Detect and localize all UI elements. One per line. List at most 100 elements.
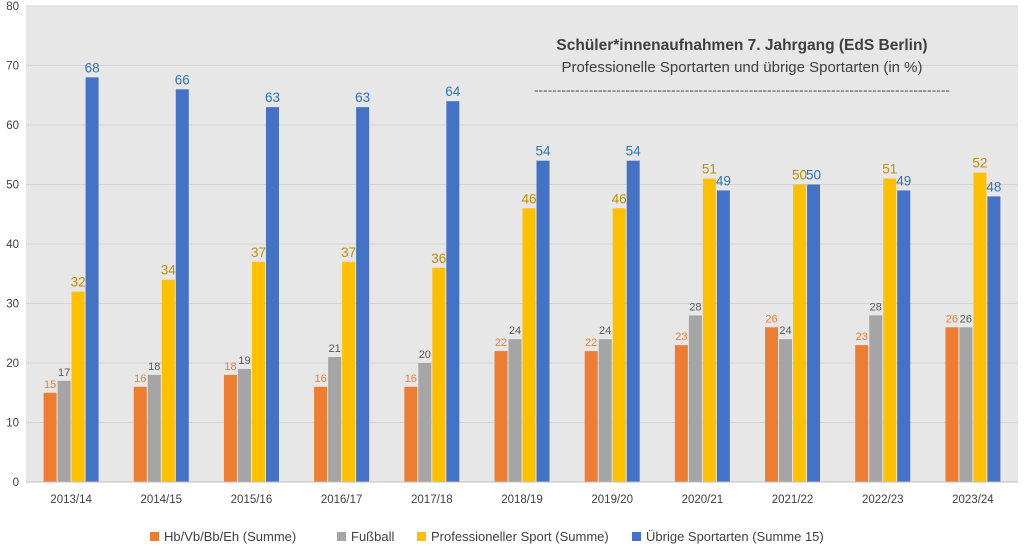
bar: [807, 184, 821, 482]
data-label: 64: [445, 84, 461, 99]
data-label: 46: [612, 191, 627, 206]
bar: [161, 279, 175, 482]
legend-swatch: [150, 532, 159, 541]
bar: [702, 178, 716, 483]
bar: [251, 261, 265, 482]
data-label: 26: [960, 313, 972, 325]
data-label: 21: [329, 343, 341, 355]
y-axis-ticks: 0 10 20 30 40 50 60 70 80: [6, 1, 19, 489]
data-label: 49: [716, 173, 731, 188]
bar: [314, 386, 328, 482]
data-label: 18: [148, 361, 160, 373]
bar: [598, 339, 612, 482]
bar: [855, 345, 869, 482]
bar: [71, 291, 85, 482]
data-label: 23: [675, 331, 687, 343]
chart-subtitle: Professionelle Sportarten und übrige Spo…: [561, 59, 922, 76]
bar: [536, 160, 550, 482]
data-label: 24: [599, 325, 611, 337]
data-label: 26: [765, 313, 777, 325]
y-tick-label: 20: [6, 358, 19, 370]
data-label: 63: [265, 90, 280, 105]
y-tick-label: 50: [6, 180, 19, 192]
x-tick-label: 2017/18: [411, 494, 453, 506]
bar: [716, 190, 730, 482]
x-axis-ticks: 2013/14 2014/15 2015/16 2016/17 2017/18 2018/…: [50, 494, 994, 506]
data-label: 20: [419, 349, 431, 361]
bar: [133, 386, 147, 482]
bar: [237, 368, 251, 482]
bar: [945, 327, 959, 482]
data-label: 16: [315, 373, 327, 385]
bar: [265, 107, 279, 483]
data-label: 18: [224, 361, 236, 373]
data-label: 54: [535, 144, 551, 159]
bar: [522, 208, 536, 483]
data-label: 26: [946, 313, 958, 325]
data-label: 37: [341, 245, 356, 260]
data-label: 37: [251, 245, 266, 260]
x-tick-label: 2019/20: [591, 494, 633, 506]
data-label: 68: [85, 60, 100, 75]
data-label: 46: [521, 191, 536, 206]
data-label: 34: [161, 263, 177, 278]
y-tick-label: 0: [13, 477, 19, 489]
bar: [57, 380, 71, 482]
data-label: 28: [689, 301, 701, 313]
bar: [779, 339, 793, 482]
x-tick-label: 2016/17: [321, 494, 363, 506]
data-label: 54: [626, 144, 642, 159]
legend-swatch: [417, 532, 426, 541]
data-label: 24: [779, 325, 791, 337]
bar: [356, 107, 370, 483]
data-label: 50: [806, 168, 821, 183]
bar: [987, 196, 1001, 482]
bar: [175, 89, 189, 483]
legend-label: Übrige Sportarten (Summe 15): [646, 529, 824, 544]
data-label: 22: [585, 337, 597, 349]
title-divider: ----------------------------------------…: [534, 83, 950, 97]
x-tick-label: 2020/21: [682, 494, 724, 506]
data-label: 19: [238, 355, 250, 367]
data-label: 51: [702, 162, 717, 177]
y-tick-label: 40: [6, 239, 19, 251]
legend-label: Hb/Vb/Bb/Eh (Summe): [164, 529, 296, 544]
legend: Hb/Vb/Bb/Eh (Summe) Fußball Professionelle…: [150, 529, 824, 544]
legend-swatch: [337, 532, 346, 541]
data-label: 36: [431, 251, 446, 266]
bars: [43, 77, 1001, 483]
data-label: 32: [71, 275, 86, 290]
y-tick-label: 10: [6, 418, 19, 430]
bar: [626, 160, 640, 482]
data-label: 52: [972, 156, 987, 171]
bar: [432, 267, 446, 482]
bar: [584, 351, 598, 482]
y-tick-label: 70: [6, 61, 19, 73]
bar: [418, 363, 432, 482]
y-tick-label: 30: [6, 299, 19, 311]
x-tick-label: 2015/16: [231, 494, 273, 506]
bar: [612, 208, 626, 483]
data-label: 15: [44, 379, 56, 391]
bar: [793, 184, 807, 482]
bar: [43, 392, 57, 482]
data-label: 23: [856, 331, 868, 343]
bar: [147, 374, 161, 482]
bar: [973, 172, 987, 482]
data-label: 50: [792, 168, 807, 183]
bar: [223, 374, 237, 482]
data-label: 51: [882, 162, 897, 177]
data-label: 28: [870, 301, 882, 313]
x-tick-label: 2023/24: [952, 494, 994, 506]
legend-label: Professioneller Sport (Summe): [431, 529, 609, 544]
gridlines: [26, 5, 1018, 423]
bar: [674, 345, 688, 482]
x-tick-label: 2014/15: [140, 494, 182, 506]
bar: [494, 351, 508, 482]
data-label: 66: [175, 72, 190, 87]
bar: [85, 77, 99, 483]
legend-swatch: [632, 532, 641, 541]
data-label: 48: [986, 179, 1001, 194]
